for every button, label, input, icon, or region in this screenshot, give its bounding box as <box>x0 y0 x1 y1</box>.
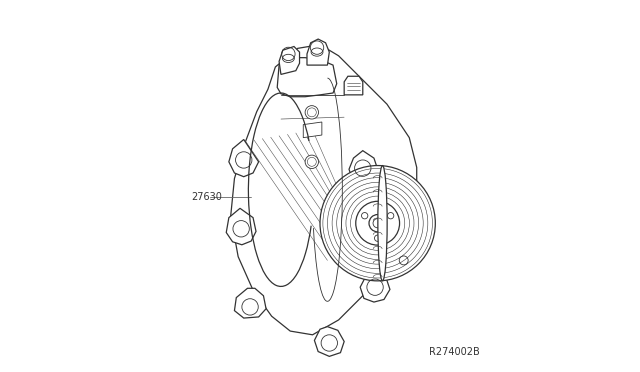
Polygon shape <box>303 122 322 138</box>
Circle shape <box>305 106 319 119</box>
Polygon shape <box>229 140 259 177</box>
Circle shape <box>305 155 319 169</box>
Polygon shape <box>234 288 266 318</box>
Circle shape <box>356 201 399 245</box>
Polygon shape <box>314 327 344 356</box>
Circle shape <box>320 166 435 281</box>
Ellipse shape <box>378 166 387 281</box>
Text: R274002B: R274002B <box>429 347 480 356</box>
Polygon shape <box>279 46 300 74</box>
Polygon shape <box>307 39 330 65</box>
Polygon shape <box>231 45 417 335</box>
Polygon shape <box>344 76 363 95</box>
Text: 27630: 27630 <box>191 192 223 202</box>
Polygon shape <box>360 271 390 302</box>
Polygon shape <box>349 151 378 184</box>
Polygon shape <box>277 58 337 97</box>
Polygon shape <box>227 208 256 245</box>
